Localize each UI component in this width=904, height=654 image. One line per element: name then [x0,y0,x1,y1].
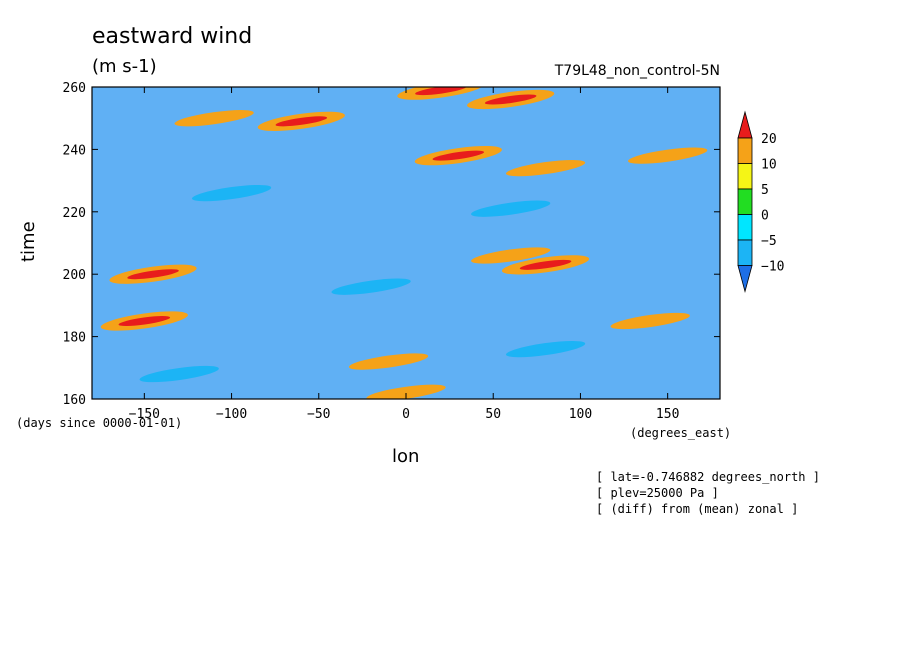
feature-blob [139,365,219,383]
colorbar-label: −5 [761,234,777,249]
y-tick-label: 220 [63,206,86,221]
y-tick-label: 200 [63,268,86,283]
feature-blob [628,147,708,164]
feature-blob [366,384,446,399]
chart-title: eastward wind [92,24,253,49]
colorbar-box [737,163,753,190]
annotation-plev: [ plev=25000 Pa ] [596,486,719,500]
x-tick-label: 0 [402,407,410,422]
y-tick-label: 160 [63,393,86,408]
colorbar-label: 0 [761,209,769,224]
feature-blob [331,278,411,295]
colorbar-label: 5 [761,183,769,198]
x-tick-label: −150 [129,407,160,422]
feature-blob [471,247,551,264]
feature-blob [519,259,572,270]
feature-blob [484,94,537,105]
colorbar-max-triangle [737,110,753,139]
x-tick-label: −100 [216,407,247,422]
plot-axes: −150 −100 −50 0 50 100 150 160 180 200 220 240 260 [63,81,721,422]
colorbar-box [737,137,753,164]
feature-blob [610,312,690,330]
feature-blob [275,116,328,127]
heatmap-features [100,87,708,399]
x-tick-label: 100 [569,407,592,422]
colorbar-min-triangle [737,265,753,294]
run-label: T79L48_non_control-5N [554,63,720,79]
y-units-label: (days since 0000-01-01) [16,416,183,430]
colorbar-box [737,214,753,241]
colorbar-label: 20 [761,132,777,147]
feature-blob [127,269,179,280]
feature-blob [348,353,429,370]
y-tick-label: 180 [63,331,86,346]
annotation-lat: [ lat=-0.746882 degrees_north ] [596,470,820,484]
heatmap-noise-field [92,87,720,399]
feature-blob [505,159,586,177]
feature-blob [505,340,586,358]
y-tick-label: 260 [63,81,86,96]
colorbar-box [737,188,753,215]
annotation-diff: [ (diff) from (mean) zonal ] [596,502,799,516]
feature-blob [118,315,171,327]
feature-blob [174,110,254,127]
x-units-label: (degrees_east) [630,426,732,440]
feature-blob [191,184,272,202]
colorbar-box [737,239,753,266]
y-tick-label: 240 [63,143,86,158]
feature-blob [415,87,467,96]
feature-blob [471,200,551,217]
colorbar: 20 10 5 0 −5 −10 [737,110,784,294]
feature-blob [432,150,485,161]
x-tick-label: 150 [656,407,679,422]
x-tick-label: 50 [485,407,501,422]
colorbar-label: −10 [761,260,784,275]
x-axis-label: lon [392,446,420,467]
chart-units: (m s-1) [92,56,157,77]
heatmap-field [92,87,720,399]
x-tick-label: −50 [307,407,330,422]
colorbar-label: 10 [761,158,777,173]
